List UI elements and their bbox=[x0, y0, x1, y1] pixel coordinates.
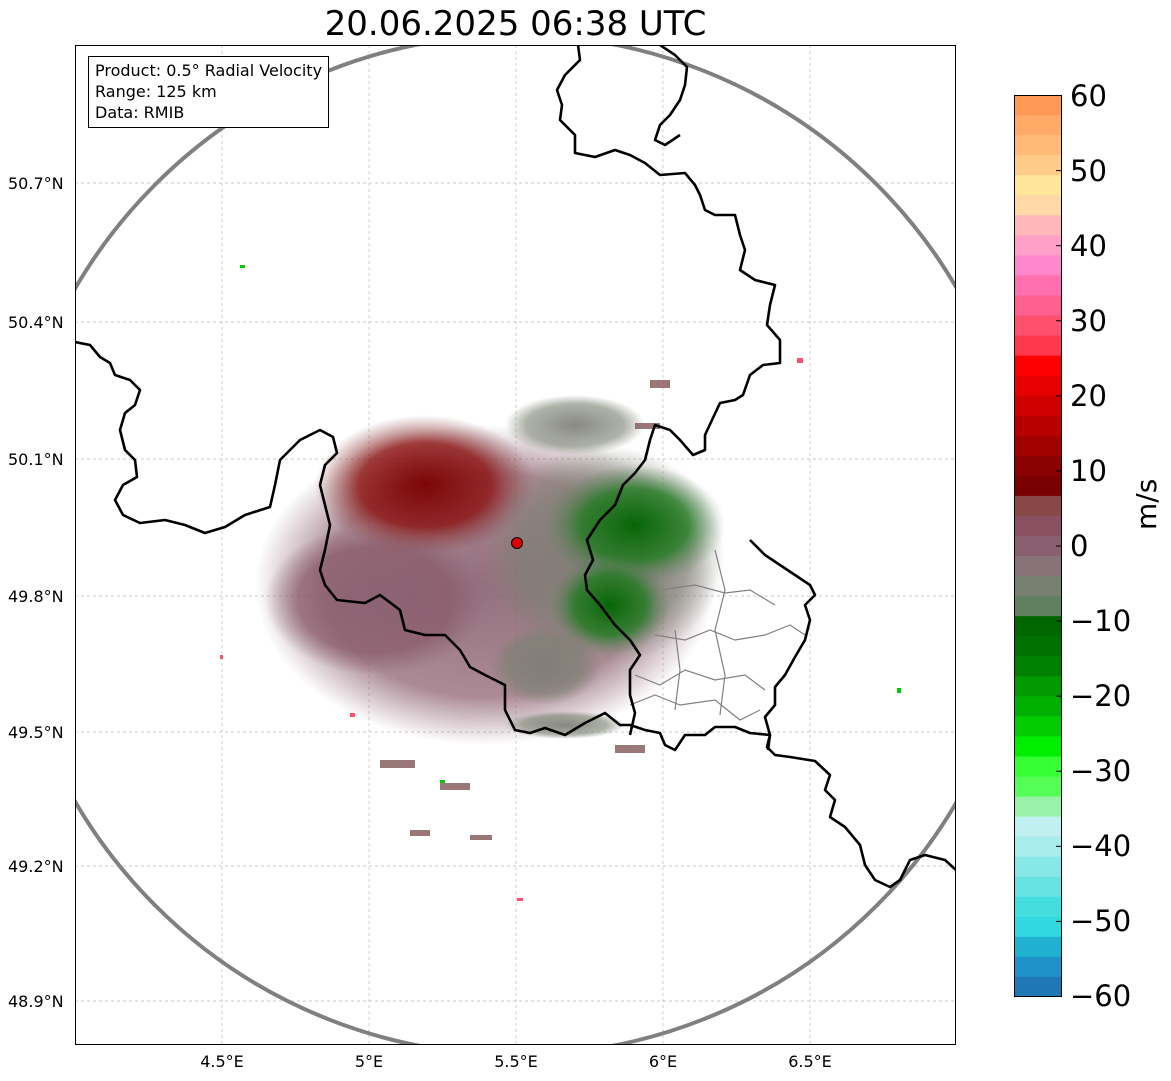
colorbar-swatch bbox=[1014, 435, 1062, 457]
colorbar-swatch bbox=[1014, 95, 1062, 116]
colorbar-swatch bbox=[1014, 135, 1062, 156]
colorbar-swatch bbox=[1014, 856, 1062, 878]
colorbar-swatch bbox=[1014, 976, 1062, 997]
colorbar-tick: 0 bbox=[1070, 529, 1089, 563]
lat-label: 49.2°N bbox=[8, 857, 64, 876]
colorbar-swatch bbox=[1014, 335, 1062, 357]
colorbar-tick: −40 bbox=[1070, 829, 1132, 863]
lat-label: 50.4°N bbox=[8, 313, 64, 332]
colorbar-swatch bbox=[1014, 676, 1062, 697]
colorbar-tick: −50 bbox=[1070, 904, 1132, 938]
country-borders bbox=[75, 45, 956, 889]
colorbar-swatch bbox=[1014, 115, 1062, 136]
colorbar-tick: −10 bbox=[1070, 604, 1132, 638]
lat-label: 48.9°N bbox=[8, 992, 64, 1011]
colorbar-swatch bbox=[1014, 275, 1062, 297]
lat-label: 49.8°N bbox=[8, 587, 64, 606]
colorbar-swatch bbox=[1014, 616, 1062, 637]
lon-label: 5.5°E bbox=[494, 1052, 538, 1071]
colorbar-tick: 40 bbox=[1070, 229, 1107, 263]
colorbar-outline bbox=[1014, 95, 1062, 997]
colorbar-swatch bbox=[1014, 295, 1062, 317]
colorbar-tick: 60 bbox=[1070, 79, 1107, 113]
colorbar-swatch bbox=[1014, 916, 1062, 938]
colorbar-swatch bbox=[1014, 255, 1062, 276]
colorbar-swatch bbox=[1014, 515, 1062, 537]
colorbar-swatch bbox=[1014, 556, 1062, 577]
colorbar-swatch bbox=[1014, 355, 1062, 377]
colorbar-swatch bbox=[1014, 796, 1062, 818]
colorbar-swatch bbox=[1014, 696, 1062, 717]
colorbar-swatch bbox=[1014, 576, 1062, 597]
colorbar-swatch bbox=[1014, 375, 1062, 397]
colorbar-swatch bbox=[1014, 876, 1062, 898]
colorbar-swatch bbox=[1014, 395, 1062, 417]
colorbar bbox=[1014, 95, 1062, 997]
lat-label: 49.5°N bbox=[8, 723, 64, 742]
data-source-line: Data: RMIB bbox=[95, 103, 185, 122]
lon-label: 6.5°E bbox=[788, 1052, 832, 1071]
colorbar-swatch bbox=[1014, 736, 1062, 758]
lon-label: 5°E bbox=[354, 1052, 384, 1071]
admin-borders bbox=[629, 549, 806, 721]
colorbar-swatch bbox=[1014, 195, 1062, 216]
colorbar-swatch bbox=[1014, 896, 1062, 918]
colorbar-swatch bbox=[1014, 235, 1062, 256]
colorbar-swatch bbox=[1014, 155, 1062, 176]
colorbar-swatch bbox=[1014, 816, 1062, 838]
colorbar-label: m/s bbox=[1130, 478, 1163, 530]
velocity-echoes bbox=[220, 265, 901, 901]
colorbar-swatch bbox=[1014, 455, 1062, 477]
lat-label: 50.1°N bbox=[8, 450, 64, 469]
radar-map[interactable] bbox=[75, 45, 956, 1045]
product-info-box: Product: 0.5° Radial Velocity Range: 125… bbox=[88, 56, 330, 128]
colorbar-swatch bbox=[1014, 215, 1062, 236]
colorbar-tick: −60 bbox=[1070, 979, 1132, 1013]
colorbar-swatch bbox=[1014, 495, 1062, 517]
colorbar-swatch bbox=[1014, 415, 1062, 437]
colorbar-tick: 20 bbox=[1070, 379, 1107, 413]
colorbar-tick: 30 bbox=[1070, 304, 1107, 338]
map-border bbox=[75, 45, 956, 1045]
product-line: Product: 0.5° Radial Velocity bbox=[95, 61, 323, 80]
lon-label: 4.5°E bbox=[200, 1052, 244, 1071]
colorbar-swatch bbox=[1014, 756, 1062, 778]
colorbar-tick: −30 bbox=[1070, 754, 1132, 788]
range-line: Range: 125 km bbox=[95, 82, 217, 101]
colorbar-swatch bbox=[1014, 956, 1062, 978]
radar-site-marker[interactable] bbox=[511, 537, 523, 549]
colorbar-tick: 50 bbox=[1070, 154, 1107, 188]
colorbar-swatch bbox=[1014, 936, 1062, 958]
colorbar-swatch bbox=[1014, 836, 1062, 858]
colorbar-swatch bbox=[1014, 475, 1062, 497]
lat-label: 50.7°N bbox=[8, 174, 64, 193]
map-title: 20.06.2025 06:38 UTC bbox=[324, 4, 707, 44]
colorbar-swatch bbox=[1014, 175, 1062, 196]
colorbar-swatch bbox=[1014, 716, 1062, 738]
colorbar-swatch bbox=[1014, 535, 1062, 557]
colorbar-tick: −20 bbox=[1070, 679, 1132, 713]
colorbar-tick: 10 bbox=[1070, 454, 1107, 488]
lon-label: 6°E bbox=[648, 1052, 678, 1071]
colorbar-swatch bbox=[1014, 315, 1062, 337]
colorbar-swatch bbox=[1014, 776, 1062, 798]
colorbar-swatch bbox=[1014, 656, 1062, 677]
colorbar-swatch bbox=[1014, 636, 1062, 657]
colorbar-swatch bbox=[1014, 596, 1062, 617]
